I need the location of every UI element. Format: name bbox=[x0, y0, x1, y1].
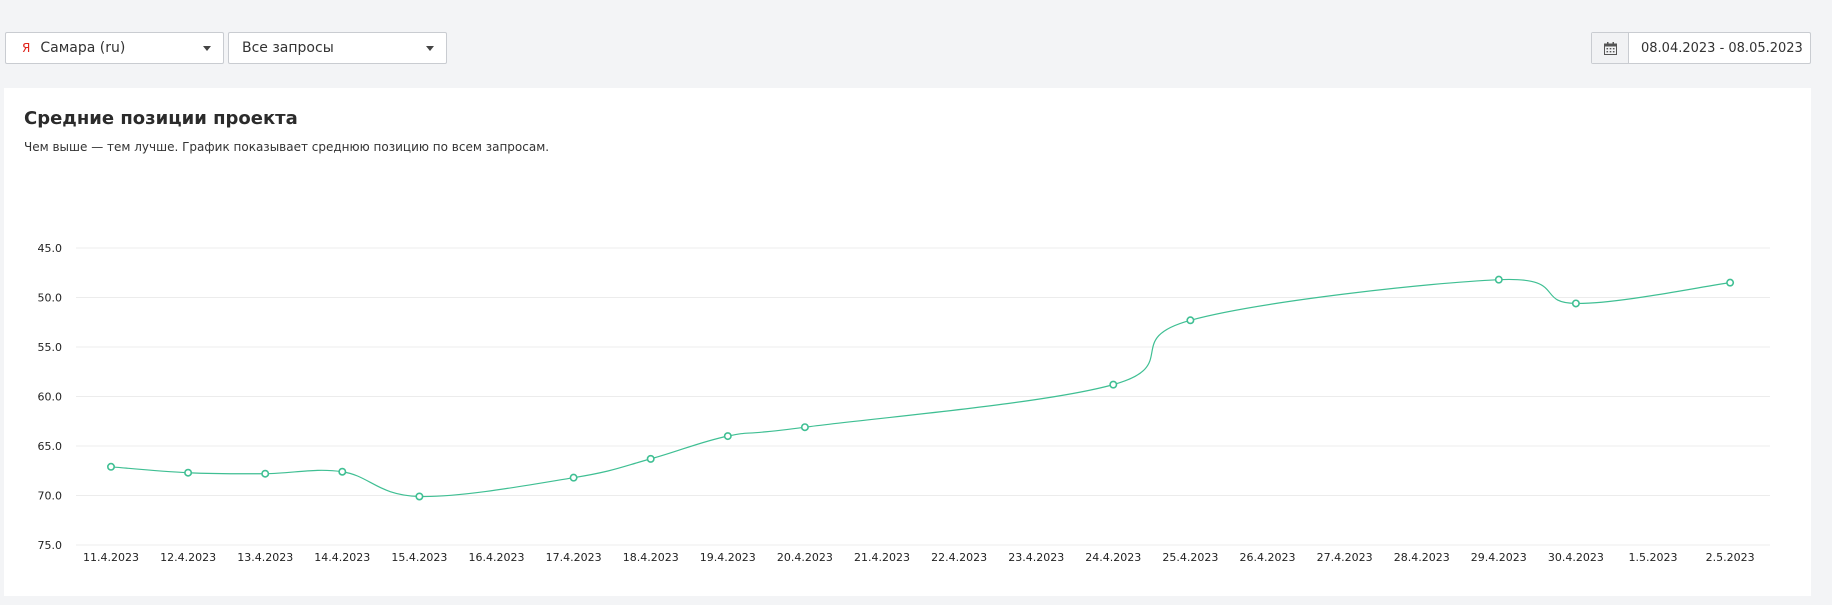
x-tick-label: 19.4.2023 bbox=[700, 551, 756, 564]
data-point bbox=[800, 423, 809, 432]
x-tick-label: 29.4.2023 bbox=[1471, 551, 1527, 564]
data-point bbox=[261, 469, 270, 478]
x-tick-label: 11.4.2023 bbox=[83, 551, 139, 564]
data-point bbox=[1109, 380, 1118, 389]
date-range-value: 08.04.2023 - 08.05.2023 bbox=[1641, 40, 1803, 56]
region-select[interactable]: Я Самара (ru) bbox=[5, 32, 224, 64]
x-tick-label: 27.4.2023 bbox=[1317, 551, 1373, 564]
card-subtitle: Чем выше — тем лучше. График показывает … bbox=[24, 140, 550, 154]
y-tick-label: 70.0 bbox=[38, 490, 63, 503]
x-tick-label: 14.4.2023 bbox=[314, 551, 370, 564]
data-point bbox=[723, 432, 732, 441]
region-select-value: Самара (ru) bbox=[40, 40, 126, 56]
x-tick-label: 13.4.2023 bbox=[237, 551, 293, 564]
y-tick-label: 60.0 bbox=[38, 391, 63, 404]
series-line bbox=[110, 278, 1731, 498]
query-group-select-value: Все запросы bbox=[242, 40, 334, 56]
average-position-chart: 45.0 50.0 55.0 60.0 65.0 70.0 75.0 11.4.2023 12.… bbox=[38, 242, 1770, 564]
x-tick-label: 12.4.2023 bbox=[160, 551, 216, 564]
data-point bbox=[415, 492, 424, 501]
data-point bbox=[1186, 316, 1195, 325]
card-title: Средние позиции проекта bbox=[24, 108, 298, 129]
x-tick-label: 24.4.2023 bbox=[1085, 551, 1141, 564]
yandex-icon: Я bbox=[22, 41, 31, 55]
average-positions-card: Средние позиции проекта Чем выше — тем л… bbox=[4, 88, 1811, 596]
x-tick-label: 20.4.2023 bbox=[777, 551, 833, 564]
x-tick-label: 28.4.2023 bbox=[1394, 551, 1450, 564]
x-tick-label: 23.4.2023 bbox=[1008, 551, 1064, 564]
data-point bbox=[1571, 299, 1580, 308]
y-tick-label: 45.0 bbox=[38, 242, 63, 255]
x-tick-label: 15.4.2023 bbox=[391, 551, 447, 564]
y-tick-label: 55.0 bbox=[38, 341, 63, 354]
date-range-picker[interactable]: 08.04.2023 - 08.05.2023 bbox=[1591, 32, 1811, 64]
chevron-down-icon bbox=[426, 46, 434, 51]
x-tick-label: 21.4.2023 bbox=[854, 551, 910, 564]
query-group-select[interactable]: Все запросы bbox=[228, 32, 447, 64]
filter-toolbar: Я Самара (ru) Все запросы 08.04.2023 - 0… bbox=[0, 0, 1832, 88]
x-tick-label: 1.5.2023 bbox=[1629, 551, 1678, 564]
x-tick-label: 26.4.2023 bbox=[1240, 551, 1296, 564]
x-tick-label: 18.4.2023 bbox=[623, 551, 679, 564]
chevron-down-icon bbox=[203, 46, 211, 51]
x-tick-label: 30.4.2023 bbox=[1548, 551, 1604, 564]
data-point bbox=[646, 454, 655, 463]
y-tick-label: 50.0 bbox=[38, 292, 63, 305]
data-point bbox=[1726, 278, 1735, 287]
y-tick-label: 75.0 bbox=[38, 539, 63, 552]
data-point bbox=[107, 462, 116, 471]
x-tick-label: 17.4.2023 bbox=[546, 551, 602, 564]
data-point bbox=[184, 468, 193, 477]
x-tick-label: 16.4.2023 bbox=[469, 551, 525, 564]
calendar-icon[interactable] bbox=[1592, 33, 1629, 63]
x-tick-label: 25.4.2023 bbox=[1162, 551, 1218, 564]
data-point bbox=[1494, 275, 1503, 284]
x-tick-label: 22.4.2023 bbox=[931, 551, 987, 564]
data-point bbox=[338, 467, 347, 476]
x-tick-label: 2.5.2023 bbox=[1706, 551, 1755, 564]
data-point bbox=[569, 473, 578, 482]
y-tick-label: 65.0 bbox=[38, 440, 63, 453]
